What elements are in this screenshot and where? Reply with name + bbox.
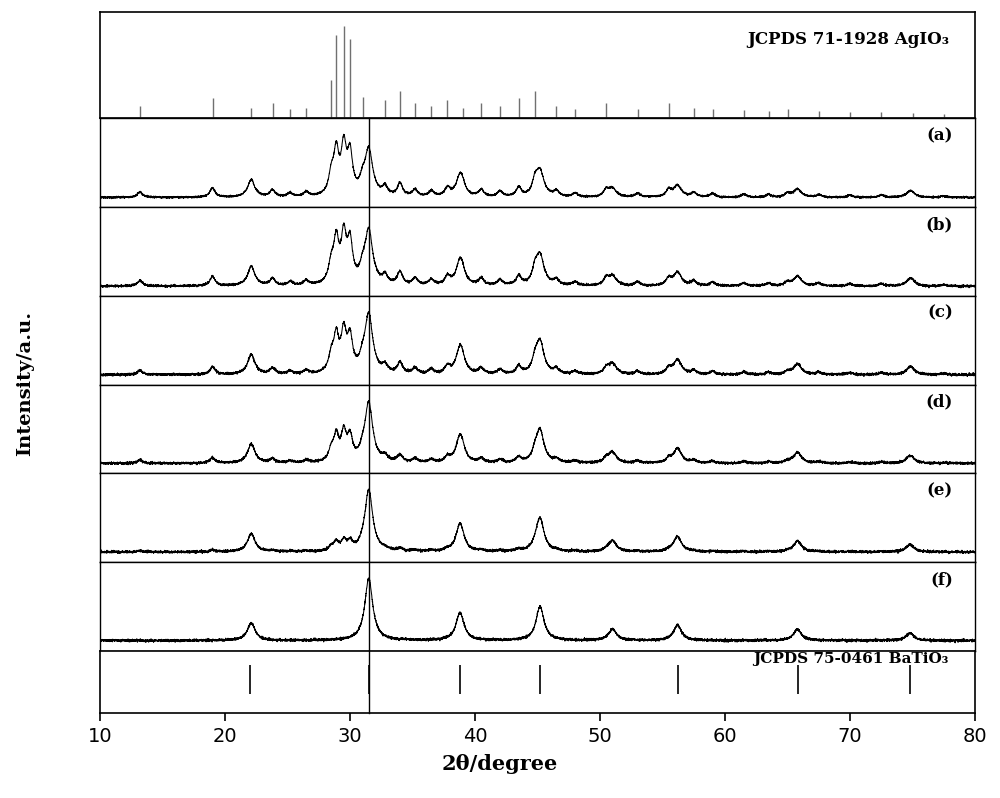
- Text: (d): (d): [926, 393, 953, 410]
- Text: Intensity/a.u.: Intensity/a.u.: [16, 310, 34, 456]
- Text: JCPDS 75-0461 BaTiO₃: JCPDS 75-0461 BaTiO₃: [753, 652, 949, 666]
- Text: (c): (c): [927, 305, 953, 322]
- Text: JCPDS 71-1928 AgIO₃: JCPDS 71-1928 AgIO₃: [747, 31, 949, 48]
- Text: (b): (b): [926, 216, 953, 233]
- Text: (e): (e): [927, 482, 953, 500]
- Text: 2θ/degree: 2θ/degree: [442, 754, 558, 774]
- Text: (a): (a): [927, 128, 953, 144]
- Text: (f): (f): [930, 571, 953, 588]
